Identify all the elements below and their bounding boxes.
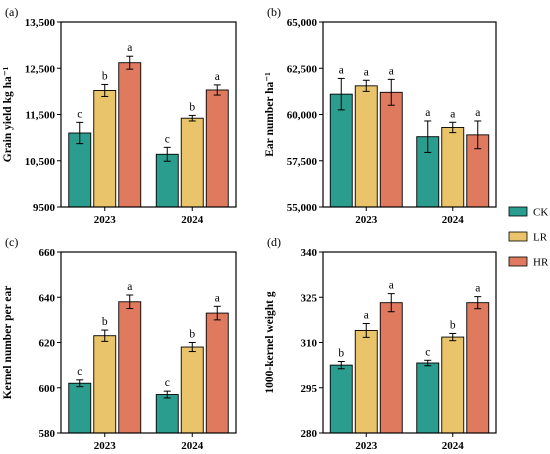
panel-label: (b) [267,5,281,19]
bar-hr-2023 [379,302,403,434]
y-tick-label: 310 [301,338,318,350]
y-tick-label: 295 [301,383,318,395]
plot-frame [322,21,497,208]
panel-1: (a) 9500 10,500 11,500 12,500 13,500 Grain yie… [2,5,237,226]
legend-label: HR [533,257,549,269]
bar-ck-2024 [155,394,179,434]
significance-letter: a [364,66,369,78]
bar-ck-2023 [68,382,92,434]
bar-lr-2023 [93,89,117,208]
x-tick-label: 2024 [442,214,465,226]
panel-label: (a) [5,5,18,19]
bar-hr-2023 [379,91,403,208]
significance-letter: b [189,329,195,341]
bar-ck-2024 [416,362,440,434]
x-tick-label: 2023 [355,214,378,226]
significance-letter: a [389,280,394,292]
x-tick-label: 2024 [181,214,204,226]
x-tick-label: 2023 [94,440,117,452]
significance-letter: c [77,108,82,120]
bar-ck-2023 [329,93,353,208]
significance-letter: c [77,366,82,378]
bar-lr-2023 [354,85,378,208]
significance-letter: b [102,316,108,328]
bar-lr-2023 [93,335,117,434]
y-tick-label: 340 [301,247,318,259]
significance-letter: a [475,283,480,295]
significance-letter: a [364,309,369,321]
x-tick-label: 2024 [442,440,465,452]
significance-letter: a [127,42,132,54]
x-tick-label: 2024 [181,440,204,452]
y-tick-label: 620 [39,338,56,350]
legend-swatch-ck [508,206,528,217]
significance-letter: b [102,70,108,82]
x-tick-label: 2023 [94,214,117,226]
bar-lr-2024 [180,346,204,434]
y-tick-label: 57,500 [287,156,318,168]
bar-lr-2024 [180,117,204,208]
plot-frame [60,21,237,208]
y-tick-label: 640 [39,292,56,304]
significance-letter: a [215,71,220,83]
significance-letter: a [475,107,480,119]
bar-hr-2024 [205,89,229,208]
significance-letter: c [165,133,170,145]
y-tick-label: 660 [39,247,56,259]
y-tick-label: 11,500 [25,110,55,122]
y-tick-label: 13,500 [25,17,56,29]
legend-swatch-hr [508,256,528,267]
significance-letter: a [127,281,132,293]
significance-letter: a [389,65,394,77]
panel-label: (d) [267,235,281,249]
chart-panels: (a) 9500 10,500 11,500 12,500 13,500 Grain yie… [2,5,497,452]
y-tick-label: 600 [39,383,56,395]
y-axis-title: Kernel number per ear [2,286,14,400]
y-tick-label: 65,000 [287,17,318,29]
bar-lr-2024 [441,126,465,208]
y-axis-title: 1000-kernel weight g [264,291,276,393]
significance-letter: a [425,107,430,119]
bar-hr-2024 [205,312,229,434]
bar-ck-2023 [329,364,353,434]
y-tick-label: 60,000 [287,110,318,122]
significance-letter: a [215,292,220,304]
y-tick-label: 55,000 [287,202,318,214]
legend-label: CK [533,207,548,219]
significance-letter: a [450,108,455,120]
legend-label: LR [533,232,548,244]
bar-lr-2024 [441,336,465,434]
panel-3: (c) 580 600 620 640 660 Kernel number per ear c… [2,235,237,452]
y-tick-label: 9500 [33,202,56,214]
y-axis-title: Ear number ha⁻¹ [264,72,276,157]
y-axis-title: Grain yield kg ha⁻¹ [2,67,14,162]
panel-4: (d) 280 295 310 325 340 1000-kernel weight g b a… [264,235,497,452]
bar-hr-2023 [118,301,142,434]
panel-2: (b) 55,000 57,500 60,000 62,500 65,000 Ear num… [264,5,497,226]
x-tick-label: 2023 [355,440,378,452]
bar-ck-2024 [155,153,179,208]
bar-hr-2023 [118,62,142,208]
significance-letter: b [189,101,195,113]
y-tick-label: 10,500 [25,156,56,168]
plot-frame [322,251,497,434]
y-tick-label: 280 [301,428,318,440]
legend-swatch-lr [508,231,528,242]
y-tick-label: 325 [301,292,318,304]
plot-frame [60,251,237,434]
significance-letter: c [425,346,430,358]
legend: CK LR HR [508,206,549,269]
panel-label: (c) [5,235,18,249]
y-tick-label: 580 [39,428,56,440]
significance-letter: b [338,348,344,360]
bar-lr-2023 [354,329,378,434]
y-tick-label: 12,500 [25,63,56,75]
significance-letter: a [339,64,344,76]
bar-hr-2024 [466,302,490,434]
y-tick-label: 62,500 [287,63,318,75]
significance-letter: b [450,319,456,331]
significance-letter: c [165,377,170,389]
